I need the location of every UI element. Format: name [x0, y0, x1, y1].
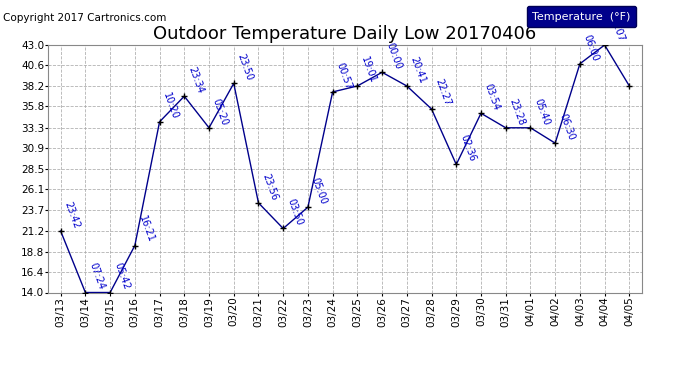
Text: 00:57: 00:57 [335, 61, 353, 91]
Legend: Temperature  (°F): Temperature (°F) [526, 6, 636, 27]
Text: 05:42: 05:42 [112, 261, 131, 291]
Text: 03:50: 03:50 [285, 198, 304, 227]
Text: 05:20: 05:20 [211, 97, 230, 126]
Text: 05:00: 05:00 [310, 176, 329, 206]
Text: 20:41: 20:41 [408, 55, 428, 85]
Text: 02:36: 02:36 [458, 134, 477, 163]
Text: 06:30: 06:30 [557, 112, 576, 142]
Text: 05:40: 05:40 [533, 97, 551, 126]
Text: 16:21: 16:21 [137, 214, 156, 244]
Text: 13:07: 13:07 [607, 14, 626, 44]
Text: 23:42: 23:42 [63, 200, 81, 230]
Text: 23:28: 23:28 [508, 97, 526, 126]
Text: 06:00: 06:00 [582, 33, 601, 63]
Title: Outdoor Temperature Daily Low 20170406: Outdoor Temperature Daily Low 20170406 [153, 26, 537, 44]
Text: 00:00: 00:00 [384, 42, 403, 71]
Text: 03:54: 03:54 [483, 82, 502, 112]
Text: 19:01: 19:01 [359, 55, 378, 85]
Text: 23:50: 23:50 [236, 53, 255, 82]
Text: 23:34: 23:34 [186, 65, 205, 95]
Text: 22:27: 22:27 [433, 78, 453, 108]
Text: 07:24: 07:24 [88, 261, 106, 291]
Text: 23:56: 23:56 [260, 172, 279, 202]
Text: 10:20: 10:20 [161, 91, 181, 120]
Text: Copyright 2017 Cartronics.com: Copyright 2017 Cartronics.com [3, 13, 167, 23]
